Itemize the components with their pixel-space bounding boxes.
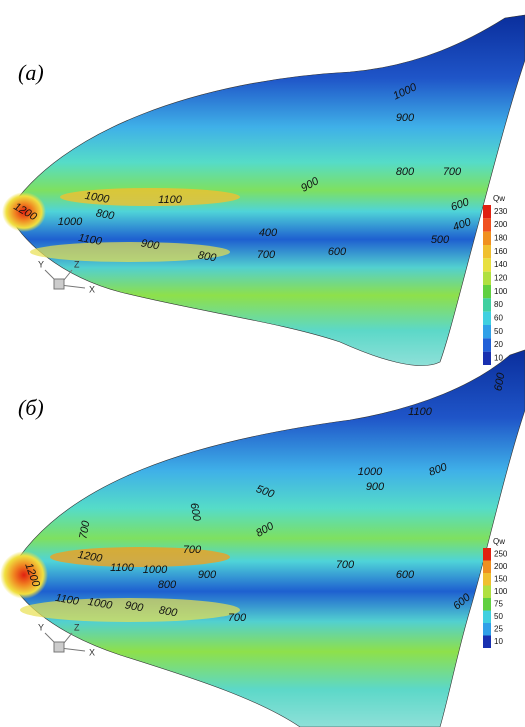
contour-label: 700 — [77, 519, 92, 540]
legend-tick-label: 50 — [494, 612, 503, 621]
legend-swatch — [483, 298, 491, 312]
panel-b: (б)6001100100090080050060070070080070060… — [0, 349, 525, 727]
contour-label: 600 — [396, 569, 415, 581]
legend-swatch — [483, 610, 491, 623]
contour-label: 1100 — [158, 194, 183, 206]
legend-tick-label: 20 — [494, 340, 503, 349]
legend-tick-label: 200 — [494, 220, 508, 229]
contour-label: 1200 — [77, 549, 104, 565]
hot-streak — [30, 242, 230, 262]
legend-tick-label: 80 — [494, 300, 503, 309]
contour-label: 1000 — [58, 216, 83, 228]
panel-label: (б) — [18, 395, 44, 420]
legend-swatch — [483, 623, 491, 636]
axis-label: X — [89, 284, 95, 294]
legend-swatch — [483, 285, 491, 299]
axis-label: X — [89, 647, 95, 657]
contour-label: 1100 — [110, 562, 135, 574]
legend-swatch — [483, 560, 491, 573]
legend-swatch — [483, 548, 491, 561]
legend-tick-label: 160 — [494, 247, 508, 256]
legend-tick-label: 50 — [494, 327, 503, 336]
contour-label: 800 — [95, 207, 116, 222]
contour-label: 1100 — [408, 406, 433, 418]
contour-label: 400 — [259, 227, 278, 239]
legend-title: Qw — [493, 537, 505, 546]
body-surface — [7, 349, 525, 727]
axis-label: Y — [38, 259, 44, 269]
axis-label: Z — [74, 622, 80, 632]
contour-label: 900 — [198, 569, 217, 581]
contour-label: 900 — [140, 237, 161, 252]
contour-label: 1000 — [143, 564, 168, 576]
contour-label: 900 — [366, 481, 385, 493]
legend-tick-label: 180 — [494, 233, 508, 242]
legend-tick-label: 150 — [494, 574, 508, 583]
legend-tick-label: 100 — [494, 287, 508, 296]
legend-tick-label: 120 — [494, 273, 508, 282]
contour-label: 800 — [158, 579, 177, 591]
contour-label: 500 — [431, 234, 450, 246]
legend-tick-label: 75 — [494, 599, 503, 608]
hot-streak — [60, 188, 240, 206]
contour-label: 800 — [197, 249, 218, 264]
legend-tick-label: 10 — [494, 637, 503, 646]
hot-streak — [50, 547, 230, 567]
axis-label: Y — [38, 622, 44, 632]
legend-tick-label: 140 — [494, 260, 508, 269]
contour-label: 700 — [443, 166, 462, 178]
axis-label: Z — [74, 259, 80, 269]
legend-swatch — [483, 245, 491, 259]
legend-tick-label: 60 — [494, 313, 503, 322]
nose-heating — [2, 192, 46, 232]
contour-label: 700 — [257, 249, 276, 261]
legend-swatch — [483, 598, 491, 611]
legend-title: Qw — [493, 194, 505, 203]
legend-swatch — [483, 218, 491, 232]
legend-tick-label: 25 — [494, 624, 503, 633]
axis-cube — [53, 278, 65, 290]
legend-swatch — [483, 351, 491, 365]
legend-swatch — [483, 311, 491, 325]
contour-label: 700 — [183, 544, 202, 556]
contour-label: 1100 — [77, 232, 103, 248]
legend-swatch — [483, 338, 491, 352]
contour-label: 1000 — [87, 596, 114, 612]
contour-label: 700 — [336, 559, 355, 571]
legend-swatch — [483, 231, 491, 245]
legend-tick-label: 200 — [494, 562, 508, 571]
legend-swatch — [483, 325, 491, 339]
contour-label: 1000 — [358, 466, 383, 478]
legend-swatch — [483, 271, 491, 285]
legend-swatch — [483, 258, 491, 272]
contour-label: 900 — [124, 599, 145, 614]
legend-swatch — [483, 205, 491, 219]
contour-label: 1000 — [84, 190, 111, 206]
contour-label: 800 — [396, 166, 415, 178]
body-surface — [7, 14, 525, 366]
contour-label: 700 — [228, 612, 247, 624]
legend-swatch — [483, 635, 491, 648]
legend-swatch — [483, 573, 491, 586]
contour-label: 600 — [328, 246, 347, 258]
contour-label: 800 — [158, 604, 179, 619]
contour-label: 1100 — [54, 592, 80, 608]
nose-heating — [0, 551, 48, 599]
panel-label: (а) — [18, 60, 44, 85]
axis-cube — [53, 641, 65, 653]
legend-tick-label: 10 — [494, 353, 503, 362]
legend-tick-label: 100 — [494, 587, 508, 596]
legend-tick-label: 230 — [494, 207, 508, 216]
hot-streak — [20, 598, 240, 622]
legend-tick-label: 250 — [494, 549, 508, 558]
contour-label: 600 — [492, 371, 507, 392]
contour-label: 900 — [396, 112, 415, 124]
contour-label: 600 — [188, 502, 203, 523]
legend-swatch — [483, 585, 491, 598]
